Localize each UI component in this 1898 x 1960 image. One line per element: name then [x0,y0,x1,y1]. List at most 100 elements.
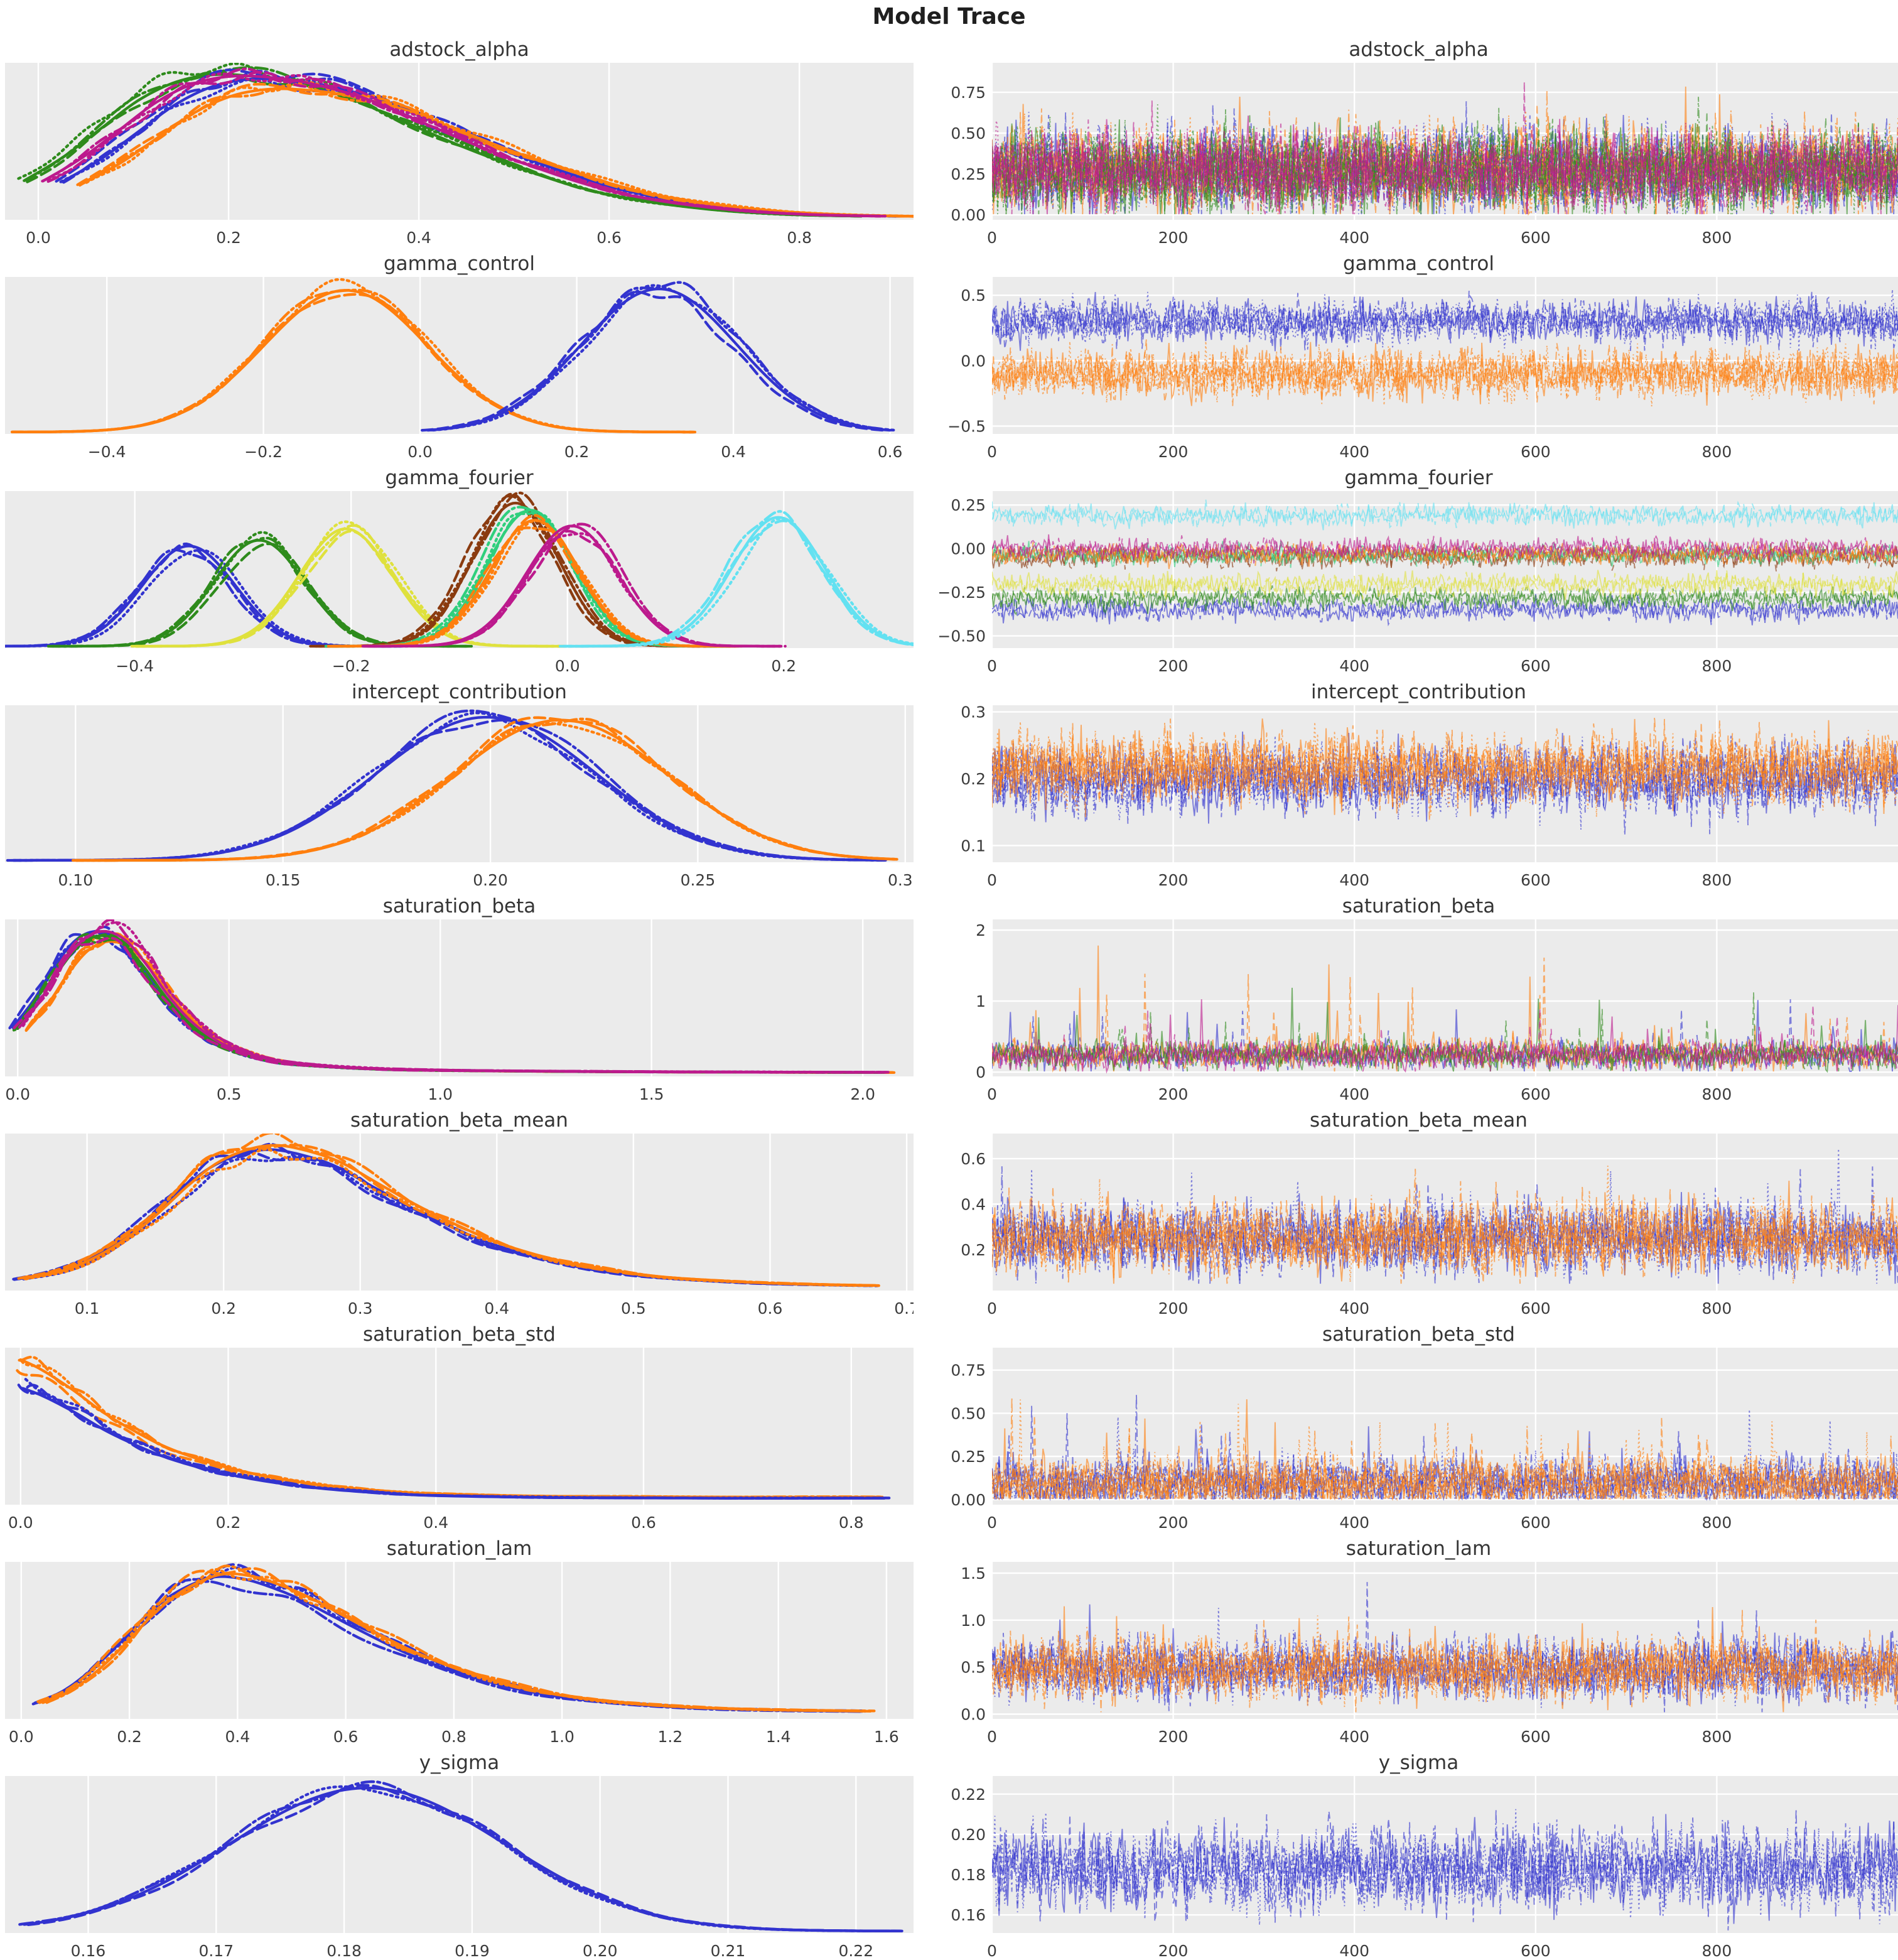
svg-text:400: 400 [1339,657,1369,675]
svg-text:1.4: 1.4 [766,1728,791,1746]
svg-text:0.3: 0.3 [348,1299,373,1318]
subplot-title: saturation_beta_std [1322,1323,1515,1346]
svg-text:200: 200 [1158,1942,1189,1960]
svg-text:0: 0 [987,229,997,247]
trace-plot-saturation_beta_std: 0.00 0.25 0.50 0.75 0 200 400 600 800 [951,1348,1898,1532]
svg-text:0.0: 0.0 [961,1706,986,1724]
svg-text:400: 400 [1339,1728,1369,1746]
kde-plot-gamma_control: −0.4 −0.2 0.0 0.2 0.4 0.6 [5,277,914,461]
subplot-cell-kde-saturation_beta: saturation_beta 0.0 0.5 1.0 1.5 2.0 [5,889,914,1103]
svg-text:−0.4: −0.4 [116,657,154,675]
subplot-cell-trace-gamma_control: gamma_control −0.5 0.0 0.5 0 200 400 600 800 [939,247,1898,461]
svg-text:0.6: 0.6 [758,1299,783,1318]
trace-plot-saturation_lam: 0.0 0.5 1.0 1.5 0 200 400 600 800 [961,1562,1898,1746]
svg-text:2: 2 [976,921,986,939]
svg-text:−0.25: −0.25 [939,583,986,602]
svg-text:600: 600 [1521,443,1551,461]
subplot-title: intercept_contribution [1311,681,1526,704]
svg-text:0.20: 0.20 [583,1942,618,1960]
svg-text:0.18: 0.18 [951,1866,986,1884]
subplot-title: intercept_contribution [352,681,567,704]
svg-text:0.75: 0.75 [951,1362,986,1380]
svg-text:0.0: 0.0 [961,352,986,370]
svg-text:200: 200 [1158,229,1189,247]
svg-text:0.0: 0.0 [26,229,51,247]
svg-text:0.10: 0.10 [58,871,93,889]
kde-plot-saturation_beta: 0.0 0.5 1.0 1.5 2.0 [5,919,914,1103]
svg-text:400: 400 [1339,1942,1369,1960]
trace-plot-gamma_control: −0.5 0.0 0.5 0 200 400 600 800 [947,277,1898,461]
subplot-title: saturation_beta [1342,895,1496,918]
svg-text:400: 400 [1339,1299,1369,1318]
svg-text:0.6: 0.6 [631,1513,656,1532]
svg-text:0.1: 0.1 [75,1299,100,1318]
trace-plot-adstock_alpha: 0.00 0.25 0.50 0.75 0 200 400 600 800 [951,63,1898,247]
subplot-title: y_sigma [419,1752,500,1775]
svg-text:200: 200 [1158,1728,1189,1746]
svg-text:0.25: 0.25 [951,496,986,514]
subplot-title: gamma_control [1342,252,1495,276]
subplot-cell-trace-saturation_lam: saturation_lam 0.0 0.5 1.0 1.5 0 200 400 600 800 [939,1532,1898,1746]
svg-text:400: 400 [1339,1085,1369,1103]
figure-title: Model Trace [872,3,1026,30]
subplot-cell-trace-saturation_beta_std: saturation_beta_std 0.00 0.25 0.50 0.75 0 200… [939,1318,1898,1532]
svg-text:0.0: 0.0 [9,1728,34,1746]
svg-text:0.16: 0.16 [71,1942,106,1960]
svg-text:1: 1 [976,992,986,1010]
svg-text:200: 200 [1158,657,1189,675]
svg-text:0.6: 0.6 [596,229,622,247]
svg-text:0.2: 0.2 [216,1513,241,1532]
subplot-cell-trace-y_sigma: y_sigma 0.16 0.18 0.20 0.22 0 200 400 600 800 [939,1746,1898,1960]
subplot-grid: adstock_alpha 0.0 0.2 0.4 0.6 0.8 adstock_al… [5,33,1898,1960]
svg-text:800: 800 [1702,1942,1732,1960]
svg-text:800: 800 [1702,1085,1732,1103]
svg-text:400: 400 [1339,443,1369,461]
kde-plot-saturation_beta_std: 0.0 0.2 0.4 0.6 0.8 [5,1348,914,1532]
svg-text:0.4: 0.4 [225,1728,251,1746]
svg-text:0.00: 0.00 [951,206,986,224]
subplot-title: gamma_fourier [1344,467,1493,490]
svg-text:200: 200 [1158,1299,1189,1318]
svg-text:0: 0 [987,1942,997,1960]
trace-plot-saturation_beta: 0 1 2 0 200 400 600 800 [976,919,1898,1103]
subplot-title: saturation_beta_mean [1310,1109,1528,1132]
subplot-cell-kde-intercept_contribution: intercept_contribution 0.10 0.15 0.20 0.25 0… [5,675,914,889]
svg-text:600: 600 [1521,1728,1551,1746]
svg-text:0.75: 0.75 [951,84,986,102]
svg-text:0: 0 [987,1299,997,1318]
kde-plot-saturation_lam: 0.0 0.2 0.4 0.6 0.8 1.0 1.2 1.4 1.6 [5,1562,914,1746]
svg-text:0.5: 0.5 [961,286,986,305]
svg-text:600: 600 [1521,229,1551,247]
svg-text:200: 200 [1158,871,1189,889]
subplot-cell-kde-saturation_beta_std: saturation_beta_std 0.0 0.2 0.4 0.6 0.8 [5,1318,914,1532]
svg-text:0.7: 0.7 [894,1299,914,1318]
subplot-cell-kde-saturation_beta_mean: saturation_beta_mean 0.1 0.2 0.3 0.4 0.5 0.6 0… [5,1103,914,1318]
svg-text:0.00: 0.00 [951,1491,986,1509]
svg-text:0.2: 0.2 [216,229,241,247]
subplot-cell-kde-adstock_alpha: adstock_alpha 0.0 0.2 0.4 0.6 0.8 [5,33,914,247]
svg-text:0.2: 0.2 [211,1299,236,1318]
subplot-title: saturation_lam [386,1537,532,1561]
svg-text:0: 0 [976,1063,986,1081]
svg-text:0.5: 0.5 [217,1085,242,1103]
svg-text:800: 800 [1702,229,1732,247]
svg-text:−0.2: −0.2 [244,443,283,461]
subplot-title: saturation_lam [1345,1537,1492,1561]
svg-text:0.50: 0.50 [951,124,986,143]
svg-text:0.25: 0.25 [681,871,716,889]
svg-text:0.2: 0.2 [961,770,986,788]
svg-text:0.2: 0.2 [564,443,590,461]
svg-text:0.25: 0.25 [951,165,986,183]
svg-text:600: 600 [1521,1299,1551,1318]
svg-text:0.6: 0.6 [961,1150,986,1168]
subplot-title: adstock_alpha [389,38,529,62]
svg-text:0: 0 [987,1513,997,1532]
svg-text:600: 600 [1521,657,1551,675]
trace-plot-intercept_contribution: 0.1 0.2 0.3 0 200 400 600 800 [961,703,1898,889]
svg-text:0.4: 0.4 [484,1299,509,1318]
svg-text:1.6: 1.6 [874,1728,899,1746]
svg-text:0.30: 0.30 [888,871,914,889]
svg-text:0.5: 0.5 [961,1659,986,1677]
svg-text:0.2: 0.2 [961,1241,986,1259]
